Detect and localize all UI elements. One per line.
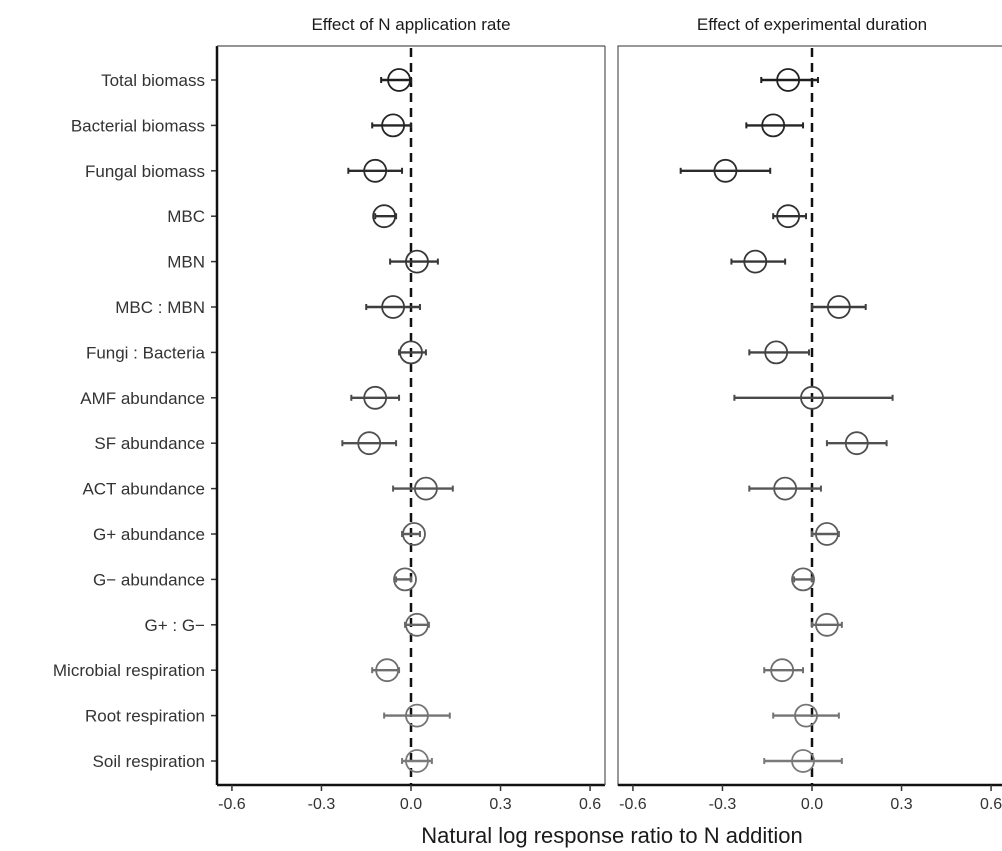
point-estimate-bacterial-biomass (761, 113, 786, 138)
category-label-total-biomass: Total biomass (101, 71, 205, 90)
point-estimate-mbc (776, 204, 801, 229)
x-tick-label: -0.3 (709, 796, 737, 813)
point-estimate-root-respiration (405, 703, 429, 728)
point-estimate-amf-abundance (363, 385, 388, 410)
x-tick-label: 0.3 (489, 796, 511, 813)
point-estimate-g-g (405, 612, 429, 637)
point-estimate-g-abundance (815, 522, 839, 546)
point-estimate-fungal-biomass (363, 158, 388, 183)
point-estimate-bacterial-biomass (381, 113, 405, 138)
category-label-mbn: MBN (167, 253, 205, 272)
category-label-g-g: G+ : G− (145, 616, 206, 635)
point-estimate-microbial-respiration (770, 658, 795, 683)
category-label-mbc-mbn: MBC : MBN (115, 298, 205, 317)
point-estimate-g-abundance (791, 567, 815, 592)
x-tick-label: 0.6 (579, 796, 601, 813)
point-estimate-fungal-biomass (713, 158, 738, 183)
point-estimate-g-abundance (402, 522, 426, 546)
x-axis-title: Natural log response ratio to N addition (421, 823, 803, 848)
point-estimate-mbc-mbn (826, 295, 851, 319)
point-estimate-amf-abundance (800, 385, 824, 410)
point-estimate-microbial-respiration (375, 658, 400, 683)
x-tick-label: -0.6 (218, 796, 246, 813)
point-estimate-sf-abundance (357, 431, 382, 456)
category-label-root-respiration: Root respiration (85, 707, 205, 726)
category-label-soil-respiration: Soil respiration (93, 752, 205, 771)
point-estimate-act-abundance (414, 476, 438, 501)
category-label-fungal-biomass: Fungal biomass (85, 162, 205, 181)
category-label-g-abundance: G− abundance (93, 570, 205, 589)
panel-title: Effect of N application rate (311, 15, 510, 34)
x-tick-label: -0.6 (619, 796, 647, 813)
point-estimate-g-abundance (393, 567, 417, 592)
category-labels: Total biomass Bacterial biomass Fungal bio… (53, 71, 217, 771)
point-estimate-mbn (743, 249, 768, 274)
point-estimate-g-g (815, 612, 839, 637)
x-tick-label: 0.3 (890, 796, 912, 813)
panel-n-application-rate: Effect of N application rate -0.6 -0.3 0.0 0… (215, 15, 606, 813)
category-label-act-abundance: ACT abundance (82, 480, 205, 499)
point-estimate-fungi-bacteria (399, 340, 423, 365)
point-estimate-act-abundance (773, 476, 798, 501)
panel-title: Effect of experimental duration (697, 15, 927, 34)
category-label-amf-abundance: AMF abundance (80, 389, 205, 408)
point-estimate-total-biomass (776, 68, 801, 92)
point-estimate-total-biomass (387, 68, 411, 92)
x-tick-label: -0.3 (308, 796, 336, 813)
point-estimate-mbc-mbn (381, 295, 405, 319)
point-estimate-root-respiration (794, 703, 818, 728)
panel-experimental-duration: Effect of experimental duration -0.6 -0.3 0… (617, 15, 1002, 813)
point-estimate-sf-abundance (844, 431, 869, 456)
category-label-bacterial-biomass: Bacterial biomass (71, 116, 205, 135)
category-label-fungi-bacteria: Fungi : Bacteria (86, 343, 206, 362)
x-tick-label: 0.0 (801, 796, 823, 813)
category-label-sf-abundance: SF abundance (94, 434, 205, 453)
point-estimate-soil-respiration (791, 749, 815, 773)
point-estimate-fungi-bacteria (764, 340, 789, 365)
category-label-microbial-respiration: Microbial respiration (53, 661, 205, 680)
category-label-mbc: MBC (167, 207, 205, 226)
x-tick-label: 0.0 (400, 796, 422, 813)
point-estimate-mbn (405, 249, 429, 274)
x-tick-label: 0.6 (980, 796, 1002, 813)
point-estimate-soil-respiration (405, 749, 429, 773)
point-estimate-mbc (372, 204, 397, 229)
panel-border (617, 45, 1002, 786)
category-label-g-abundance: G+ abundance (93, 525, 205, 544)
